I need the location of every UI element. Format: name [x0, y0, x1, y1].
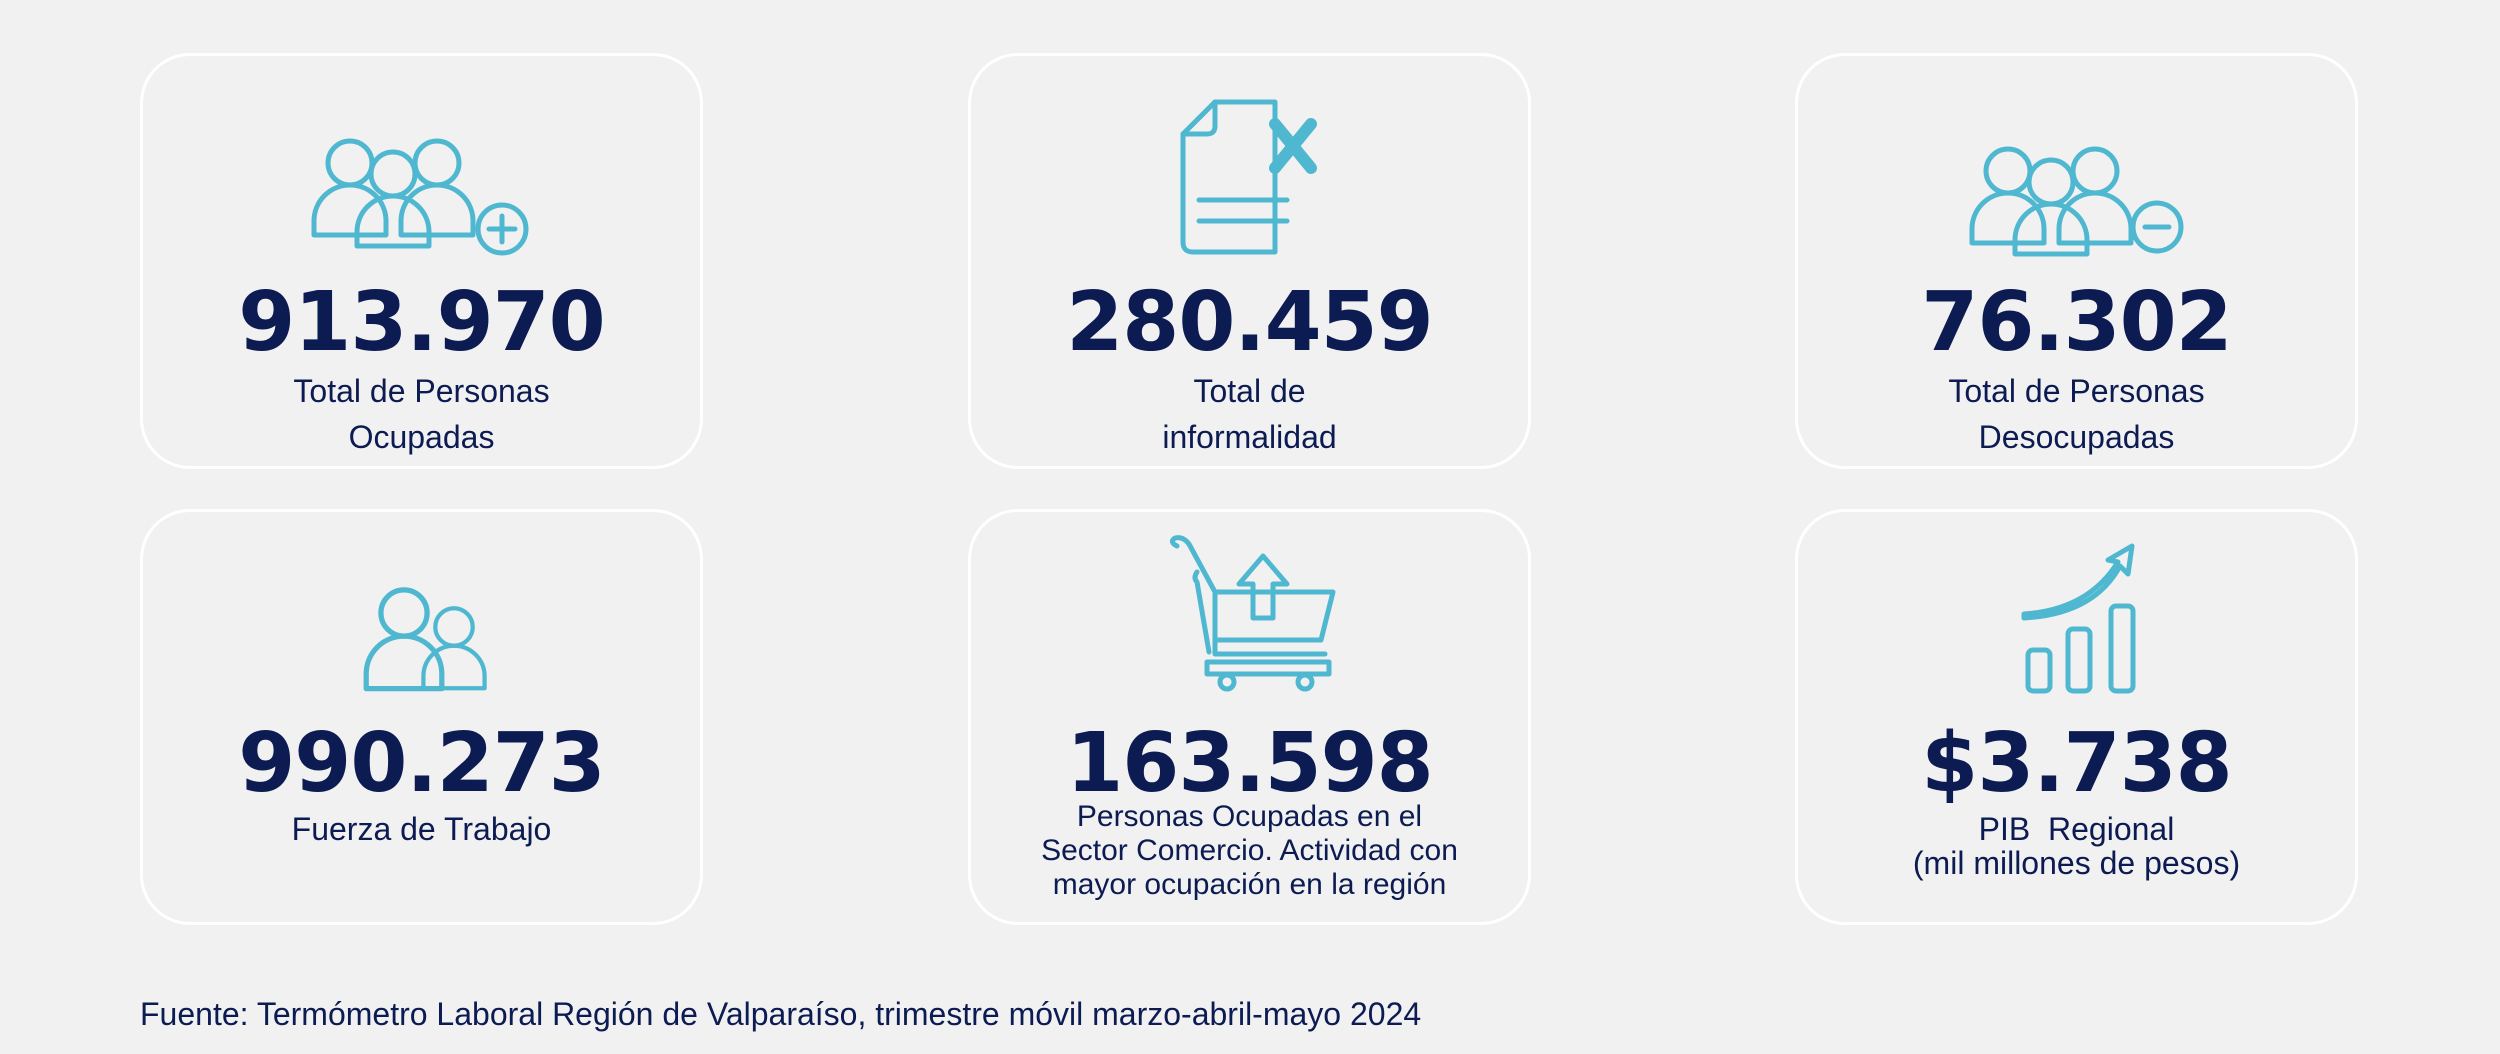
people-plus-icon: [143, 56, 529, 256]
stat-label: Fuerza de Trabajo: [143, 806, 700, 852]
label-line: informalidad: [1162, 419, 1337, 455]
label-line: Total de Personas: [1948, 373, 2205, 409]
label-line: Ocupadas: [348, 419, 495, 455]
label-line: Sector Comercio. Actividad con: [1041, 834, 1458, 867]
card: $3.738 PIB Regional (mil millones de peso…: [1795, 509, 2358, 925]
card: 990.273 Fuerza de Trabajo: [140, 509, 703, 925]
label-line: Fuerza de Trabajo: [291, 811, 552, 847]
card: 76.302 Total de Personas Desocupadas: [1795, 53, 2358, 469]
stat-value: 163.598: [1066, 716, 1433, 811]
stat-value: 990.273: [238, 716, 605, 811]
stat-label: Total de informalidad: [971, 368, 1528, 460]
cart-icon: [1169, 535, 1336, 692]
label-line: Desocupadas: [1978, 419, 2175, 455]
growth-icon: [2021, 543, 2136, 694]
card: 913.970 Total de Personas Ocupadas: [140, 53, 703, 469]
stat-label: PIB Regional (mil millones de pesos): [1798, 812, 2355, 880]
label-line: Personas Ocupadas en el: [1076, 800, 1423, 833]
stat-value: 76.302: [1921, 275, 2232, 370]
label-line: Total de: [1193, 373, 1306, 409]
label-line: (mil millones de pesos): [1912, 845, 2241, 881]
label-line: PIB Regional: [1978, 811, 2175, 847]
document-x-icon: [1180, 99, 1317, 255]
card: 280.459 Total de informalidad: [968, 53, 1531, 469]
stat-label: Total de Personas Ocupadas: [143, 368, 700, 460]
stat-label: Personas Ocupadas en el Sector Comercio. …: [971, 800, 1528, 902]
card: 163.598 Personas Ocupadas en el Sector Co…: [968, 509, 1531, 925]
stat-value: 280.459: [1066, 275, 1433, 370]
label-line: Total de Personas: [293, 373, 550, 409]
source-note: Fuente: Termómetro Laboral Región de Val…: [140, 996, 1422, 1032]
label-line: mayor ocupación en la región: [1052, 868, 1447, 901]
stat-value: 913.970: [238, 275, 605, 370]
people-minus-icon: [1798, 56, 2184, 296]
stat-value: $3.738: [1921, 716, 2232, 811]
stat-label: Total de Personas Desocupadas: [1798, 368, 2355, 460]
